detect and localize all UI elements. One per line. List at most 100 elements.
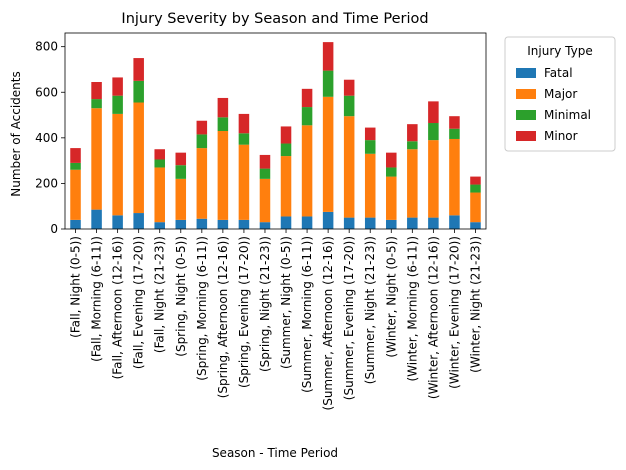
x-tick-label: (Winter, Morning (6-11)) — [405, 236, 419, 382]
x-tick-label: (Spring, Night (0-5)) — [174, 236, 188, 357]
x-tick-label: (Summer, Evening (17-20)) — [342, 236, 356, 400]
plot-frame — [64, 32, 487, 230]
bar-segment-fatal — [70, 219, 81, 229]
bar-segment-minimal — [217, 117, 229, 131]
bar-segment-minor — [238, 113, 250, 134]
bar-segment-major — [386, 176, 397, 220]
bar-segment-fatal — [175, 219, 187, 229]
legend-title: Injury Type — [527, 44, 593, 58]
bar-segment-major — [428, 140, 439, 218]
y-tick-label: 0 — [50, 222, 58, 236]
y-tick-label: 200 — [35, 176, 58, 190]
bar-segment-minimal — [301, 107, 313, 126]
bar-segment-minor — [112, 77, 123, 96]
y-tick-label: 600 — [35, 85, 58, 99]
bar-segment-major — [154, 167, 165, 223]
bar-segment-major — [259, 178, 271, 223]
bar-segment-minimal — [280, 143, 292, 157]
bar-segment-minimal — [407, 141, 418, 150]
legend: Injury Type Fatal Major Minimal Minor — [504, 36, 616, 152]
x-tick-label: (Winter, Night (21-23)) — [468, 236, 482, 373]
bar-segment-major — [470, 192, 481, 223]
bar-segment-minor — [196, 120, 208, 135]
bar-segment-fatal — [238, 219, 250, 229]
bars-layer — [70, 42, 481, 229]
x-tick-label: (Fall, Morning (6-11)) — [90, 236, 104, 362]
x-tick-label: (Fall, Afternoon (12-16)) — [111, 236, 125, 379]
bar-segment-fatal — [280, 216, 292, 229]
x-tick-label: (Fall, Evening (17-20)) — [132, 236, 146, 369]
x-tick-label: (Fall, Night (0-5)) — [69, 236, 83, 338]
bar-segment-fatal — [112, 215, 123, 229]
bar-segment-major — [280, 156, 292, 217]
x-tick-label: (Summer, Night (0-5)) — [279, 236, 293, 369]
x-tick-label: (Spring, Night (21-23)) — [258, 236, 272, 372]
legend-swatch-minor — [516, 131, 536, 141]
x-tick-label: (Spring, Morning (6-11)) — [195, 236, 209, 381]
bar-segment-minimal — [175, 165, 187, 179]
bar-segment-fatal — [217, 219, 229, 229]
legend-frame — [504, 36, 616, 152]
bar-segment-major — [238, 144, 250, 220]
bar-segment-minor — [343, 79, 355, 96]
bar-segment-minor — [91, 82, 102, 100]
bar-segment-fatal — [470, 222, 481, 229]
bar-segment-minor — [217, 97, 229, 118]
y-tick-label: 400 — [35, 131, 58, 145]
bar-segment-major — [91, 108, 102, 210]
legend-swatch-minimal — [516, 110, 536, 120]
bar-segment-minimal — [70, 162, 81, 170]
bar-segment-minor — [449, 116, 460, 129]
y-axis-label: Number of Accidents — [9, 71, 23, 197]
bar-segment-fatal — [301, 216, 313, 229]
bar-segment-minimal — [364, 140, 376, 154]
bar-segment-minimal — [428, 123, 439, 141]
bar-segment-major — [196, 148, 208, 219]
bar-segment-major — [175, 178, 187, 220]
bar-segment-fatal — [154, 222, 165, 229]
bar-segment-minor — [301, 88, 313, 108]
bar-segment-major — [217, 131, 229, 220]
bar-segment-minimal — [322, 70, 334, 97]
bar-segment-minor — [364, 127, 376, 141]
x-tick-label: (Summer, Night (21-23)) — [363, 236, 377, 384]
bar-segment-fatal — [343, 217, 355, 229]
x-tick-label: (Fall, Night (21-23)) — [153, 236, 167, 353]
bar-segment-minimal — [449, 128, 460, 139]
legend-swatch-major — [516, 89, 536, 99]
bar-segment-fatal — [386, 219, 397, 229]
bar-segment-fatal — [364, 217, 376, 229]
bar-segment-minimal — [343, 95, 355, 117]
bar-segment-major — [322, 96, 334, 212]
bar-segment-major — [364, 153, 376, 218]
legend-items: Fatal Major Minimal Minor — [516, 66, 591, 143]
x-tick-label: (Spring, Evening (17-20)) — [237, 236, 251, 388]
bar-segment-minimal — [133, 80, 144, 103]
x-axis-label: Season - Time Period — [212, 446, 338, 460]
bar-segment-fatal — [196, 218, 208, 229]
x-tick-label: (Winter, Afternoon (12-16)) — [426, 236, 440, 399]
bar-segment-fatal — [428, 217, 439, 229]
bar-segment-fatal — [407, 217, 418, 229]
bar-segment-minor — [428, 101, 439, 124]
bar-segment-minor — [407, 124, 418, 142]
legend-label-fatal: Fatal — [544, 66, 573, 80]
bar-segment-minor — [280, 126, 292, 144]
bar-segment-fatal — [133, 213, 144, 229]
bar-segment-major — [343, 116, 355, 218]
bar-segment-minimal — [238, 133, 250, 145]
bar-segment-minor — [154, 149, 165, 160]
y-tick-label: 800 — [35, 40, 58, 54]
bar-segment-minimal — [259, 168, 271, 179]
bar-segment-minor — [259, 154, 271, 169]
bar-segment-major — [407, 149, 418, 218]
x-tick-label: (Winter, Night (0-5)) — [384, 236, 398, 358]
bar-segment-minimal — [154, 159, 165, 168]
bar-segment-minimal — [470, 184, 481, 193]
bar-segment-major — [70, 169, 81, 220]
bar-segment-minor — [386, 152, 397, 168]
bar-segment-major — [301, 125, 313, 217]
bar-segment-fatal — [259, 222, 271, 229]
